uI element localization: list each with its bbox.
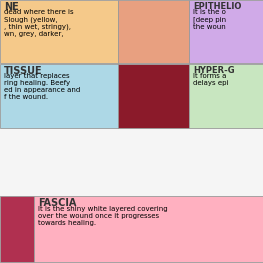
Text: It forms a
delays epi: It forms a delays epi: [193, 73, 229, 87]
Bar: [189, 64, 263, 128]
Bar: [0, 64, 118, 128]
Bar: [34, 196, 263, 262]
Bar: [189, 0, 263, 63]
Text: NE: NE: [4, 2, 19, 12]
Text: EPITHELIO: EPITHELIO: [193, 2, 242, 11]
Bar: [118, 0, 189, 63]
Text: It is the o
[deep pin
the woun: It is the o [deep pin the woun: [193, 9, 226, 30]
Text: layer that replaces
ring healing. Beefy
ed in appearance and
f the wound.: layer that replaces ring healing. Beefy …: [4, 73, 80, 100]
Bar: [118, 64, 189, 128]
Text: HYPER-G: HYPER-G: [193, 66, 235, 75]
Text: dead where there is
Slough (yellow,
, thin wet, stringy),
wn, grey, darker,: dead where there is Slough (yellow, , th…: [4, 9, 74, 37]
Text: It is the shiny white layered covering
over the wound once it progresses
towards: It is the shiny white layered covering o…: [38, 206, 168, 226]
Bar: [0, 0, 118, 63]
Text: TISSUE: TISSUE: [4, 66, 43, 76]
Bar: [0, 196, 34, 262]
Text: FASCIA: FASCIA: [38, 198, 77, 208]
